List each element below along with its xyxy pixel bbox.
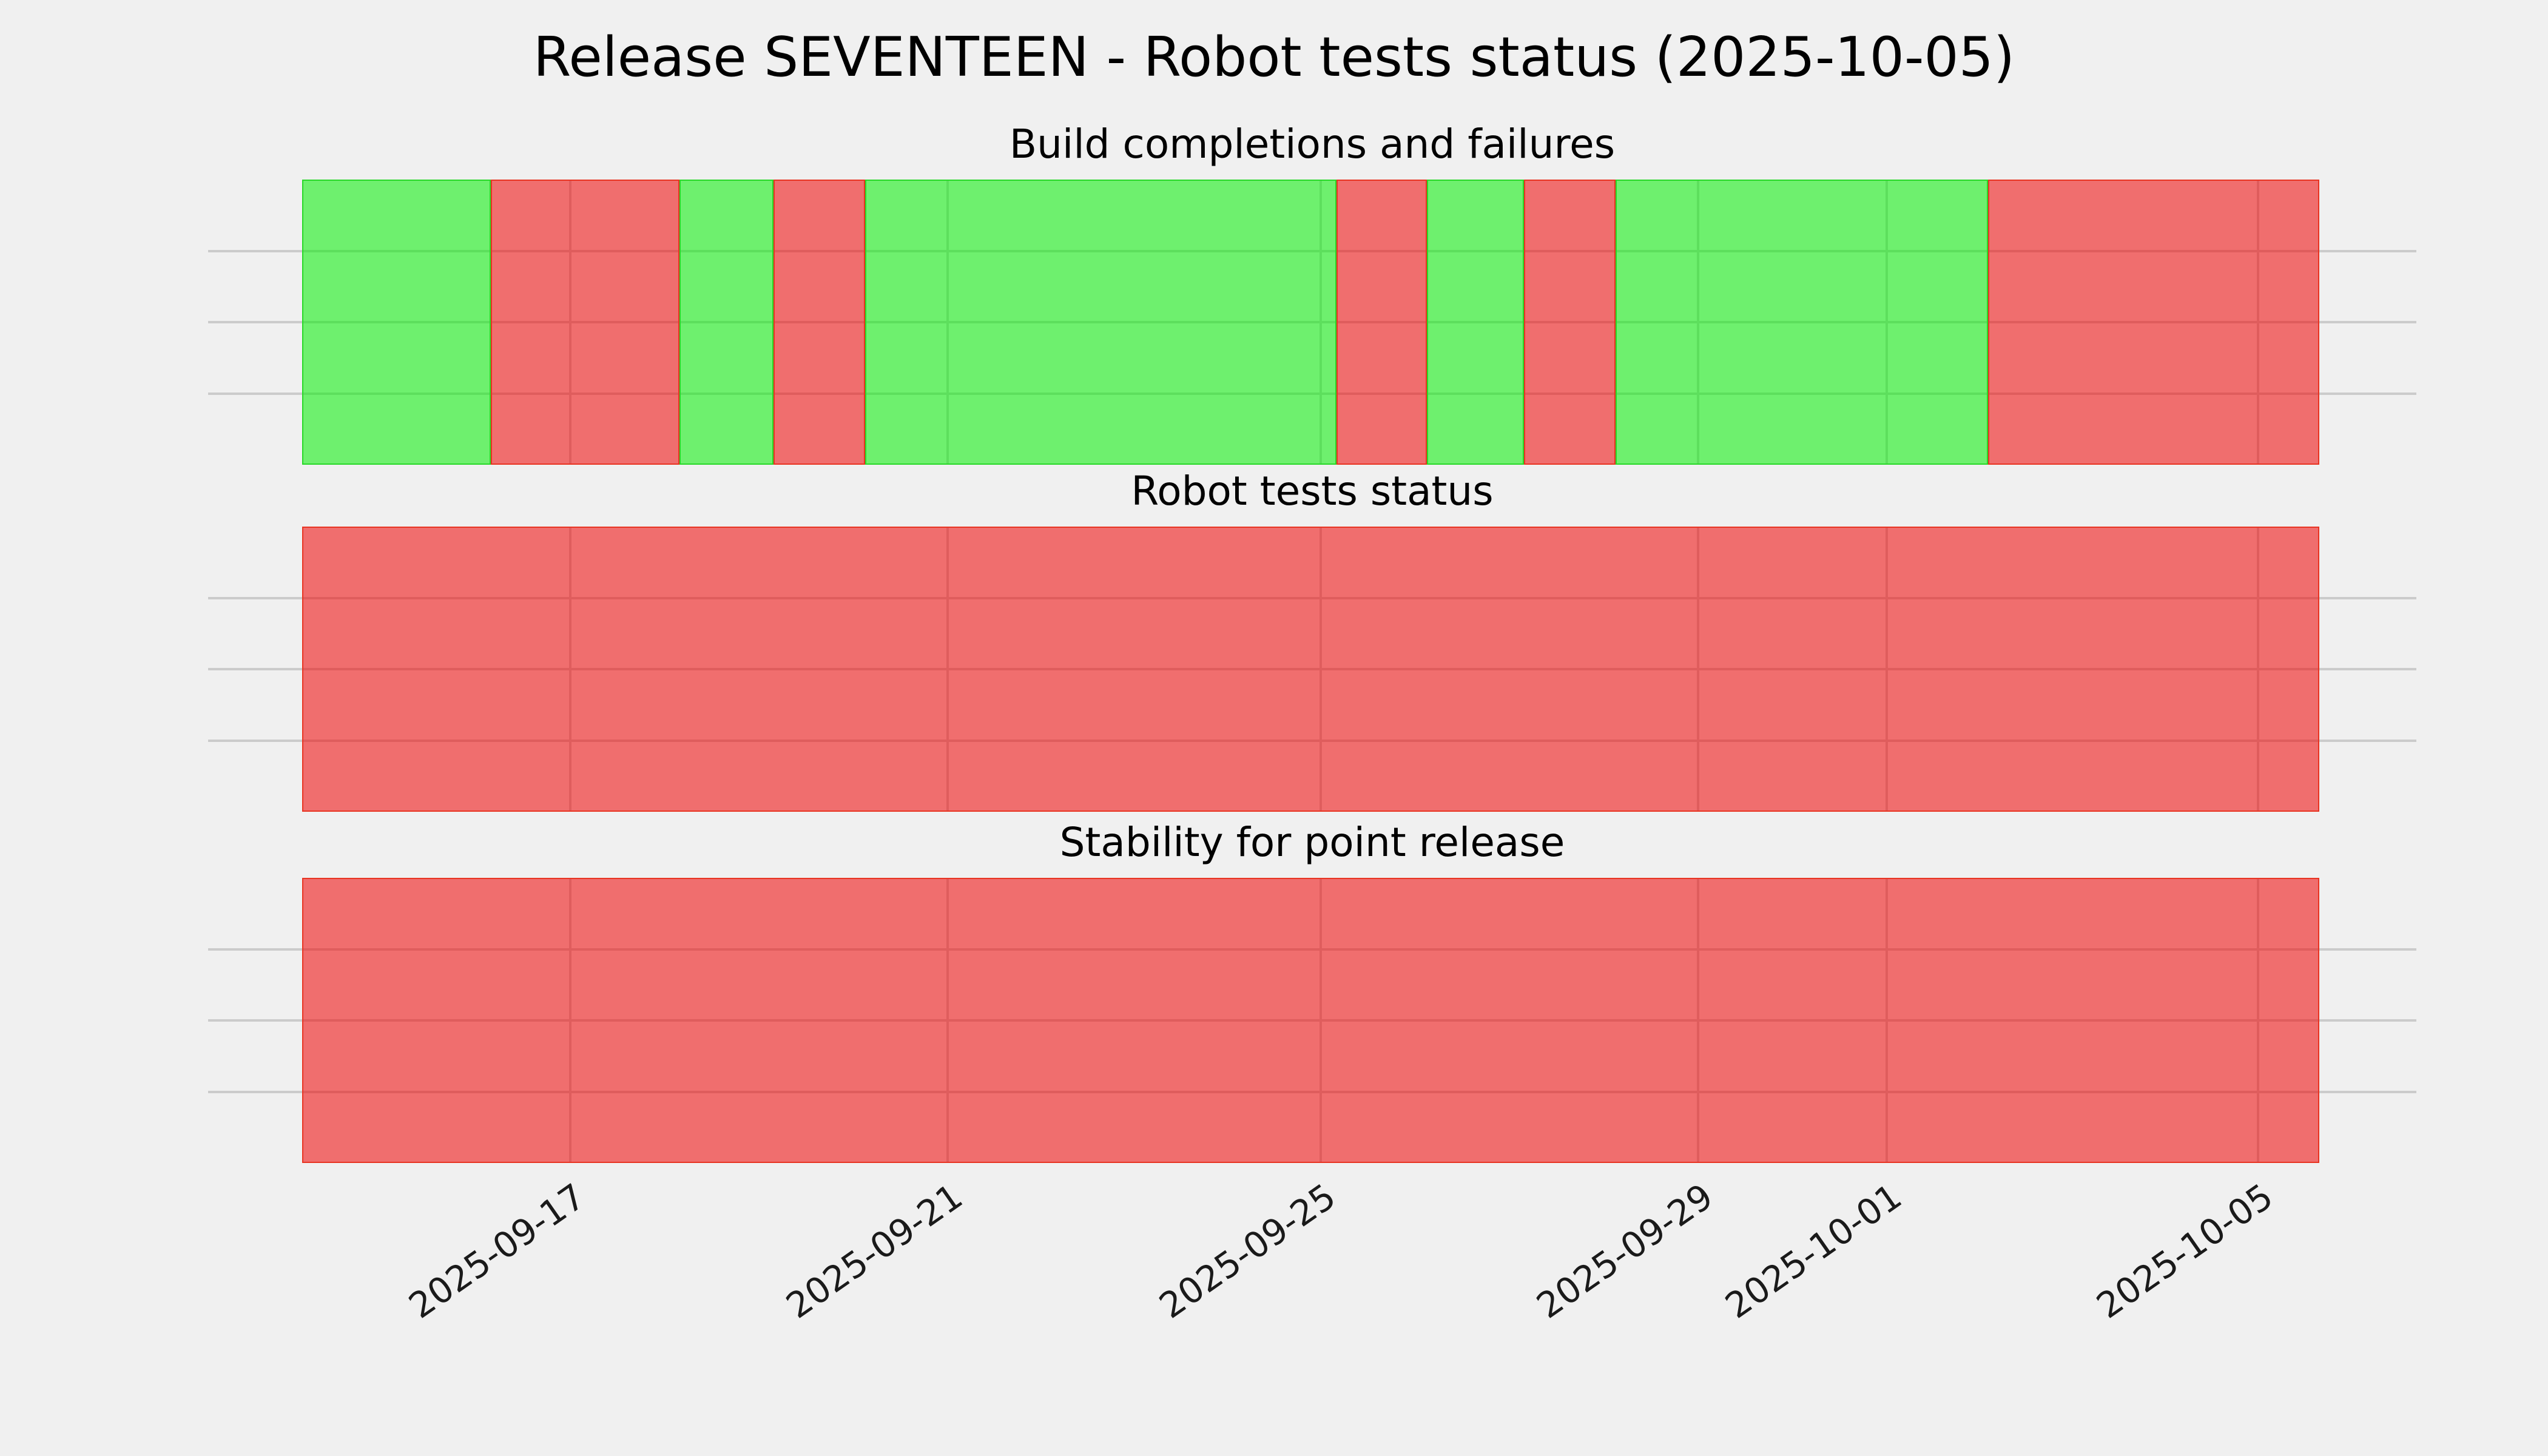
status-segment-failure xyxy=(490,180,679,465)
panel-title-stability: Stability for point release xyxy=(1059,819,1565,866)
x-tick-label: 2025-09-29 xyxy=(1529,1175,1721,1327)
status-segment-failure xyxy=(1336,180,1427,465)
status-segment-failure xyxy=(1987,180,2319,465)
status-timeline-bar xyxy=(302,878,2319,1163)
status-segment-success xyxy=(1426,180,1524,465)
status-timeline-bar xyxy=(302,180,2319,465)
axes-stability xyxy=(208,878,2416,1163)
status-segment-failure xyxy=(302,527,2319,812)
figure-title: Release SEVENTEEN - Robot tests status (… xyxy=(533,25,2015,89)
x-tick-label: 2025-09-25 xyxy=(1151,1175,1343,1327)
status-segment-failure xyxy=(302,878,2319,1163)
status-segment-success xyxy=(864,180,1336,465)
status-segment-failure xyxy=(773,180,865,465)
status-segment-success xyxy=(1615,180,1988,465)
status-timeline-bar xyxy=(302,527,2319,812)
status-segment-success xyxy=(302,180,491,465)
x-tick-label: 2025-09-17 xyxy=(401,1175,593,1327)
x-tick-label: 2025-09-21 xyxy=(778,1175,970,1327)
panel-title-build-completions: Build completions and failures xyxy=(1009,121,1616,167)
axes-robot-tests xyxy=(208,527,2416,812)
axes-build-completions xyxy=(208,180,2416,465)
status-segment-success xyxy=(679,180,774,465)
status-segment-failure xyxy=(1523,180,1616,465)
x-tick-label: 2025-10-05 xyxy=(2089,1175,2280,1327)
panel-title-robot-tests: Robot tests status xyxy=(1131,468,1494,514)
x-tick-label: 2025-10-01 xyxy=(1717,1175,1909,1327)
